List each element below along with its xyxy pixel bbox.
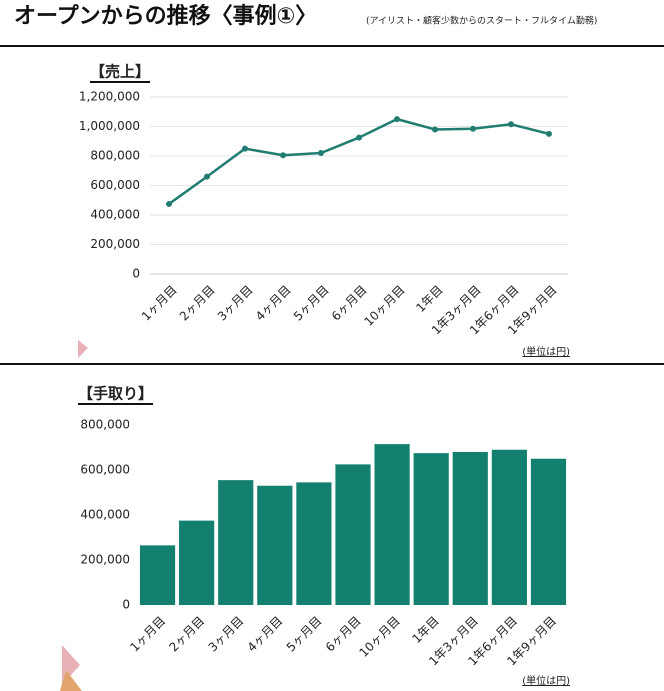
- decoration: [78, 340, 88, 358]
- y-tick-label: 200,000: [80, 553, 130, 567]
- y-tick-label: 400,000: [90, 208, 140, 222]
- y-tick-label: 600,000: [90, 178, 140, 192]
- x-tick-label: 1年目: [413, 283, 445, 315]
- point: [432, 126, 438, 133]
- bar: [413, 453, 449, 605]
- unit-note: (単位は円): [522, 674, 570, 687]
- x-tick-label: 5ヶ月目: [291, 283, 332, 324]
- bar: [218, 480, 254, 605]
- point: [318, 150, 324, 157]
- y-tick-label: 0: [132, 267, 140, 281]
- bar: [257, 485, 293, 605]
- y-tick-label: 0: [122, 598, 130, 612]
- point: [508, 121, 514, 128]
- x-tick-label: 3ヶ月目: [206, 614, 247, 655]
- x-tick-label: 10ヶ月目: [361, 283, 407, 329]
- point: [204, 173, 210, 180]
- point: [242, 145, 248, 152]
- y-tick-label: 800,000: [90, 149, 140, 163]
- y-tick-label: 1,200,000: [79, 90, 140, 104]
- y-tick-label: 400,000: [80, 508, 130, 522]
- bar: [335, 464, 371, 605]
- chart-title: 【手取り】: [78, 385, 153, 403]
- x-tick-label: 4ヶ月目: [253, 283, 294, 324]
- x-tick-label: 1年目: [410, 614, 442, 646]
- unit-note: (単位は円): [522, 345, 570, 358]
- x-tick-label: 2ヶ月目: [166, 614, 207, 655]
- page-subtitle: (アイリスト・顧客少数からのスタート・フルタイム勤務): [366, 15, 597, 27]
- point: [166, 200, 172, 207]
- page-title: オープンからの推移〈事例①〉: [14, 3, 317, 29]
- point: [280, 152, 286, 159]
- point: [394, 116, 400, 123]
- line: [168, 117, 550, 205]
- point: [470, 125, 476, 132]
- point: [356, 134, 362, 141]
- y-tick-label: 200,000: [90, 237, 140, 251]
- x-tick-label: 1ヶ月目: [139, 283, 180, 324]
- y-tick-label: 600,000: [80, 463, 130, 477]
- x-tick-label: 2ヶ月目: [177, 283, 218, 324]
- bar: [374, 444, 410, 605]
- bar: [139, 545, 176, 605]
- chart-title: 【売上】: [90, 63, 150, 81]
- y-tick-label: 800,000: [80, 418, 130, 432]
- x-tick-label: 10ヶ月目: [357, 614, 403, 660]
- x-tick-label: 5ヶ月目: [284, 614, 325, 655]
- bar: [296, 482, 332, 605]
- x-tick-label: 4ヶ月目: [245, 614, 286, 655]
- bar: [491, 449, 527, 605]
- x-tick-label: 3ヶ月目: [215, 283, 256, 324]
- bar: [452, 452, 488, 605]
- bar: [179, 520, 215, 605]
- y-tick-label: 1,000,000: [79, 119, 140, 133]
- x-tick-label: 1ヶ月目: [127, 614, 168, 655]
- point: [546, 130, 552, 137]
- bar: [530, 458, 567, 605]
- decoration: [60, 670, 82, 691]
